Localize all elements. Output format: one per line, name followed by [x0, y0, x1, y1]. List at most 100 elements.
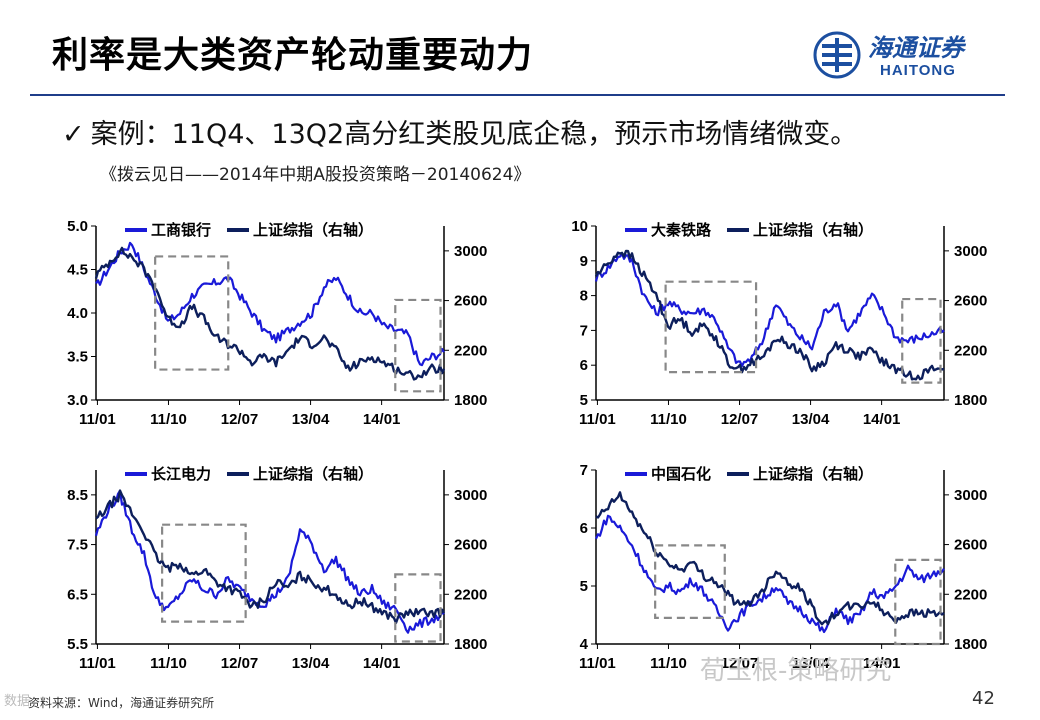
haitong-logo-icon: [813, 31, 861, 79]
x-tick-label: 12/07: [221, 655, 259, 672]
x-tick-label: 13/04: [792, 655, 830, 672]
series-line-index: [595, 491, 945, 626]
legend-label: 上证综指（右轴）: [253, 221, 373, 239]
y-right-tick-label: 3000: [454, 243, 487, 260]
watermark-text: 荀玉根-策略研究: [700, 656, 892, 686]
case-statement: ✓ 案例：11Q4、13Q2高分红类股见底企稳，预示市场情绪微变。: [62, 112, 857, 151]
series-line-stock: [94, 489, 445, 634]
case-text: 案例：11Q4、13Q2高分红类股见底企稳，预示市场情绪微变。: [90, 119, 858, 150]
title-divider: [30, 94, 1005, 96]
y-left-tick-label: 3.5: [67, 349, 88, 366]
chart-icbc: 5.0 4.5 4.0 3.5 3.0 3000 2600 2200 1800 11/01 11/1…: [30, 206, 510, 438]
y-left-tick-label: 4: [580, 636, 589, 653]
legend-label: 上证综指（右轴）: [753, 465, 873, 483]
series-line-index: [95, 489, 446, 625]
highlight-box: [394, 573, 442, 643]
series-line-index: [594, 249, 945, 381]
highlight-box: [901, 297, 942, 384]
haitong-logo: 海通证券 HAITONG: [812, 26, 1012, 86]
y-right-tick-label: 3000: [454, 487, 487, 504]
y-left-tick-label: 4.0: [67, 305, 88, 322]
y-left-tick-label: 5: [580, 392, 588, 409]
legend-label: 上证综指（右轴）: [253, 465, 373, 483]
slide-title: 利率是大类资产轮动重要动力: [52, 34, 534, 76]
legend-label: 中国石化: [651, 465, 711, 483]
y-left-tick-label: 9: [580, 253, 588, 270]
x-tick-label: 14/01: [863, 655, 901, 672]
legend-label: 上证综指（右轴）: [753, 221, 873, 239]
chart-yangtze-power: 8.5 7.5 6.5 5.5 3000 2600 2200 1800 11/01 11/10 12…: [30, 450, 510, 682]
y-left-tick-label: 10: [571, 218, 588, 235]
y-right-tick-label: 1800: [454, 392, 487, 409]
page-number: 42: [972, 688, 995, 709]
y-left-tick-label: 7: [580, 322, 588, 339]
series-line-index: [94, 246, 446, 381]
y-right-tick-label: 1800: [454, 636, 487, 653]
highlight-box: [654, 544, 726, 620]
series-line-stock: [594, 252, 945, 368]
x-tick-label: 11/01: [79, 655, 116, 672]
series-line-stock: [95, 241, 445, 367]
x-tick-label: 11/01: [79, 411, 116, 428]
chart-sinopec: 7 6 5 4 3000 2600 2200 1800 11/01 11/10 12/07 13/04…: [530, 450, 1010, 682]
x-tick-label: 14/01: [363, 411, 401, 428]
y-left-tick-label: 8: [580, 288, 588, 305]
y-left-tick-label: 7.5: [67, 537, 88, 554]
y-left-tick-label: 5.5: [67, 636, 88, 653]
x-tick-label: 13/04: [292, 655, 330, 672]
logo-english-name: HAITONG: [880, 62, 956, 79]
y-right-tick-label: 3000: [954, 243, 987, 260]
x-tick-label: 12/07: [721, 411, 759, 428]
chart-svg: 7 6 5 4 3000 2600 2200 1800 11/01 11/10 12/07 13/04…: [579, 462, 987, 672]
y-right-tick-label: 3000: [954, 487, 987, 504]
x-tick-label: 11/10: [150, 655, 187, 672]
y-right-tick-label: 1800: [954, 392, 987, 409]
x-tick-label: 12/07: [721, 655, 759, 672]
report-source: 《拨云见日——2014年中期A股投资策略－20140624》: [100, 165, 531, 185]
y-right-tick-label: 2600: [454, 537, 487, 554]
chart-svg: 8.5 7.5 6.5 5.5 3000 2600 2200 1800 11/01 11/10 12…: [67, 465, 487, 672]
x-tick-label: 14/01: [863, 411, 901, 428]
y-left-tick-label: 7: [580, 462, 588, 479]
legend-label: 长江电力: [151, 465, 211, 483]
highlight-box: [664, 280, 758, 374]
x-tick-label: 13/04: [292, 411, 330, 428]
chart-svg: 5.0 4.5 4.0 3.5 3.0 3000 2600 2200 1800 11/01 11/1…: [67, 218, 487, 428]
x-tick-label: 11/10: [650, 411, 687, 428]
y-right-tick-label: 2200: [954, 586, 987, 603]
x-tick-label: 11/10: [650, 655, 687, 672]
y-left-tick-label: 5: [580, 578, 588, 595]
y-left-tick-label: 6: [580, 357, 588, 374]
chart-svg: 10 9 8 7 6 5 3000 2600 2200 1800 11/01 11/10 12/07 13…: [571, 218, 987, 428]
legend-label: 工商银行: [151, 221, 211, 239]
series-line-stock: [594, 514, 945, 634]
y-right-tick-label: 2600: [954, 537, 987, 554]
chart-daqin-railway: 10 9 8 7 6 5 3000 2600 2200 1800 11/01 11/10 12/07 13…: [530, 206, 1010, 438]
highlight-box: [161, 523, 247, 623]
y-left-tick-label: 6.5: [67, 586, 88, 603]
x-tick-label: 11/10: [150, 411, 187, 428]
check-icon: ✓: [62, 119, 85, 150]
y-left-tick-label: 5.0: [67, 218, 88, 235]
data-source-footnote: 资料来源：Wind，海通证券研究所: [28, 696, 215, 710]
logo-chinese-name: 海通证券: [868, 33, 964, 62]
x-tick-label: 13/04: [792, 411, 830, 428]
y-left-tick-label: 8.5: [67, 487, 88, 504]
x-tick-label: 11/01: [579, 655, 616, 672]
x-tick-label: 14/01: [363, 655, 401, 672]
legend-label: 大秦铁路: [651, 221, 712, 239]
highlight-box: [394, 298, 442, 393]
y-right-tick-label: 2600: [954, 293, 987, 310]
y-right-tick-label: 2200: [454, 342, 487, 359]
y-left-tick-label: 6: [580, 520, 588, 537]
x-tick-label: 11/01: [579, 411, 616, 428]
highlight-box: [154, 255, 230, 371]
y-right-tick-label: 2200: [954, 342, 987, 359]
y-right-tick-label: 2600: [454, 293, 487, 310]
x-tick-label: 12/07: [221, 411, 259, 428]
watermark-left: 数据: [4, 694, 31, 709]
y-left-tick-label: 4.5: [67, 262, 88, 279]
y-right-tick-label: 2200: [454, 586, 487, 603]
y-left-tick-label: 3.0: [67, 392, 88, 409]
y-right-tick-label: 1800: [954, 636, 987, 653]
